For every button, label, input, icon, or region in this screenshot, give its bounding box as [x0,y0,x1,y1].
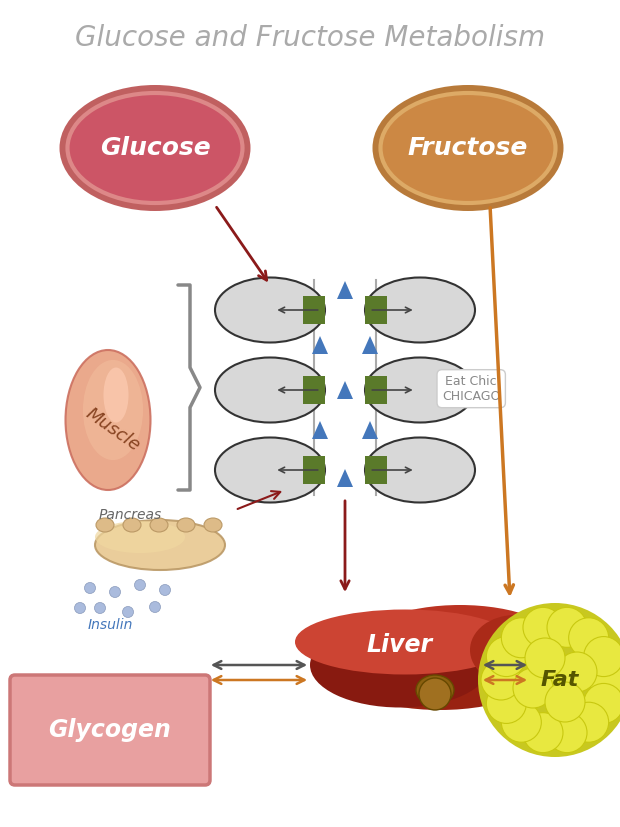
Circle shape [523,607,563,648]
Ellipse shape [150,518,168,532]
Ellipse shape [68,93,242,203]
Bar [303,376,325,404]
Circle shape [569,618,609,657]
Ellipse shape [365,437,475,503]
Circle shape [123,606,133,618]
Ellipse shape [66,350,151,490]
Ellipse shape [215,437,325,503]
Text: Glycogen: Glycogen [48,718,172,742]
Circle shape [583,683,620,724]
Ellipse shape [310,623,490,708]
Ellipse shape [215,357,325,423]
Ellipse shape [95,520,225,570]
Text: Glucose and Fructose Metabolism: Glucose and Fructose Metabolism [75,24,545,52]
Circle shape [547,713,587,753]
Circle shape [525,638,565,678]
Circle shape [557,652,597,692]
Text: Fat: Fat [541,670,579,690]
Ellipse shape [470,615,560,685]
Circle shape [419,678,451,710]
Ellipse shape [95,521,185,553]
Circle shape [502,618,541,657]
Bar [303,296,325,324]
Circle shape [481,660,521,700]
Circle shape [135,580,146,590]
Ellipse shape [104,367,128,423]
Circle shape [523,713,563,753]
FancyBboxPatch shape [10,675,210,785]
Ellipse shape [204,518,222,532]
Ellipse shape [83,360,143,460]
Bar [365,376,387,404]
Polygon shape [337,381,353,399]
Text: Insulin: Insulin [88,618,133,632]
Ellipse shape [365,357,475,423]
Circle shape [547,607,587,648]
Text: Fructose: Fructose [408,136,528,160]
Polygon shape [362,336,378,354]
Ellipse shape [96,518,114,532]
Text: Liver: Liver [367,633,433,657]
Polygon shape [337,281,353,299]
Circle shape [486,683,526,724]
Ellipse shape [60,85,250,211]
Circle shape [545,682,585,722]
Text: Muscle: Muscle [82,404,144,455]
Circle shape [74,603,86,614]
Ellipse shape [177,518,195,532]
Circle shape [513,668,553,708]
Text: Pancreas: Pancreas [99,508,162,522]
Polygon shape [362,421,378,439]
Text: Eat Chic
CHICAGO: Eat Chic CHICAGO [442,375,500,403]
Circle shape [535,660,575,700]
Circle shape [502,702,541,742]
Ellipse shape [381,93,556,203]
Bar [365,296,387,324]
Ellipse shape [295,609,515,675]
Bar [365,456,387,484]
Text: Glucose: Glucose [100,136,210,160]
Circle shape [569,702,609,742]
Polygon shape [312,421,328,439]
Polygon shape [337,469,353,487]
Ellipse shape [215,278,325,342]
Ellipse shape [373,85,564,211]
Circle shape [478,603,620,757]
Circle shape [149,601,161,613]
Ellipse shape [123,518,141,532]
Circle shape [589,660,620,700]
Bar [303,456,325,484]
Ellipse shape [365,278,475,342]
Circle shape [159,585,170,595]
Circle shape [84,582,95,594]
Circle shape [583,637,620,676]
Polygon shape [312,336,328,354]
Ellipse shape [325,610,555,710]
Circle shape [110,586,120,597]
Circle shape [486,637,526,676]
Ellipse shape [416,675,454,705]
Circle shape [94,603,105,614]
Ellipse shape [360,605,560,685]
